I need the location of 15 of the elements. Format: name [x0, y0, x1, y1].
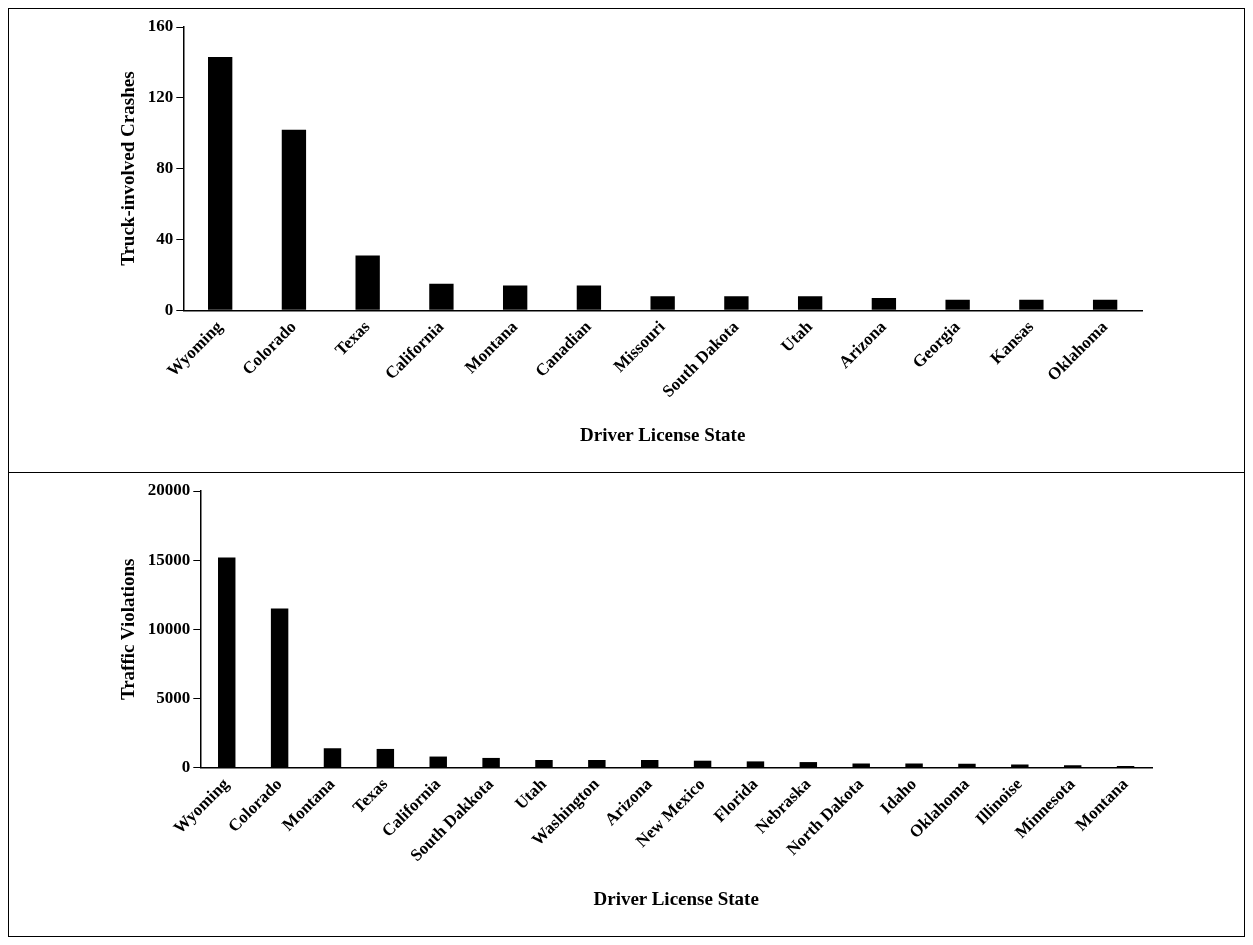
y-tick-label: 40 [156, 228, 174, 248]
x-tick-label: Utah [777, 316, 817, 356]
y-tick-label: 80 [156, 158, 174, 178]
y-tick-label: 120 [147, 87, 174, 107]
y-tick-label: 20000 [147, 480, 191, 500]
y-tick-label: 10000 [147, 618, 191, 638]
x-axis-title: Driver License State [579, 423, 746, 445]
y-tick-label: 160 [147, 16, 174, 36]
y-tick-label: 15000 [147, 549, 191, 569]
y-tick-label: 5000 [156, 687, 191, 707]
y-tick-label: 0 [164, 299, 174, 319]
y-tick-label: 0 [181, 757, 191, 776]
y-axis-title: Truck-involved Crashes [117, 71, 139, 266]
x-axis-title: Driver License State [593, 887, 759, 909]
y-axis-title: Traffic Violations [117, 558, 139, 701]
